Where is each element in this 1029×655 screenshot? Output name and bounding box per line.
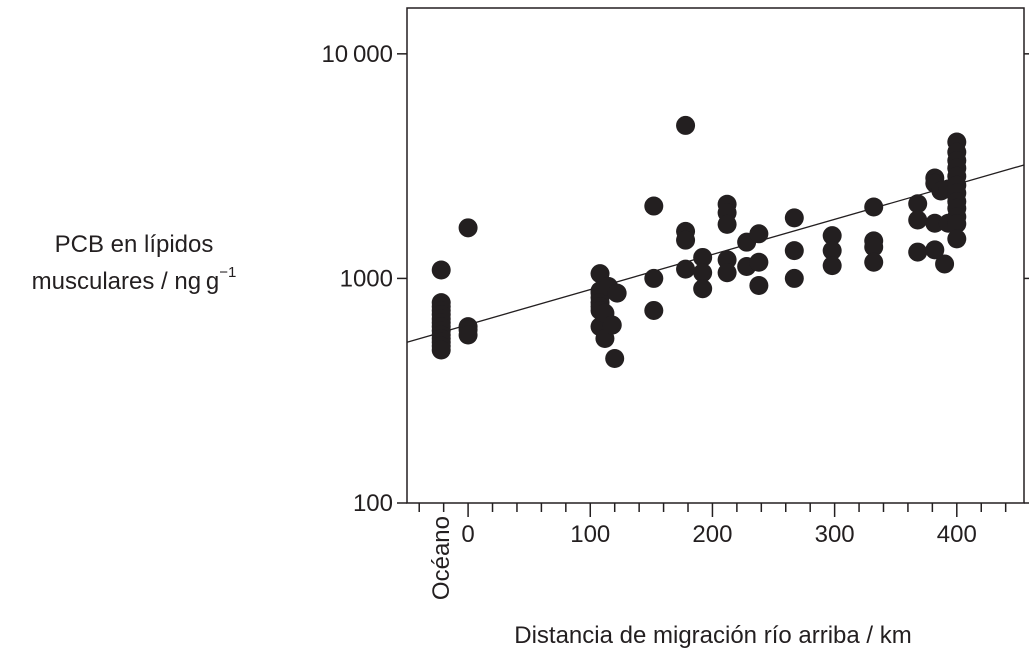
y-axis-label-exponent: −1: [219, 264, 237, 281]
data-point: [864, 197, 884, 217]
data-point: [644, 268, 664, 288]
data-point: [458, 325, 478, 345]
data-point: [908, 194, 928, 214]
data-point: [864, 237, 884, 257]
data-point: [693, 263, 713, 283]
data-point: [644, 300, 664, 320]
data-point: [784, 241, 804, 261]
data-point: [908, 210, 928, 230]
y-tick-label: 1000: [340, 265, 393, 292]
data-point: [784, 208, 804, 228]
x-tick-label: 0: [461, 521, 474, 548]
data-point: [644, 196, 664, 216]
y-tick-label: 10 000: [321, 41, 393, 68]
data-point: [717, 263, 737, 283]
data-point: [749, 275, 769, 295]
data-point: [693, 247, 713, 267]
data-point: [908, 242, 928, 262]
data-point: [605, 348, 625, 368]
data-point: [431, 340, 451, 360]
x-tick-label: 400: [937, 521, 977, 548]
data-point: [431, 260, 451, 280]
x-axis-title: Distancia de migración río arriba / km: [514, 622, 911, 649]
data-point: [864, 252, 884, 272]
y-axis-label-line2: musculares / ng g−1: [0, 261, 268, 297]
data-point: [602, 315, 622, 335]
data-point: [947, 229, 967, 249]
data-point: [947, 214, 967, 234]
x-axis: 0 100 200 300 400: [418, 503, 1007, 548]
y-tick-label: 100: [353, 490, 393, 517]
data-point: [676, 230, 696, 250]
data-point: [693, 279, 713, 299]
data-points: [431, 115, 967, 368]
y-axis: 100 1000 10 000: [321, 41, 1029, 517]
data-point: [925, 240, 945, 260]
plot-border: [406, 7, 1025, 504]
ocean-category-label: Océano: [428, 516, 455, 600]
x-tick-label: 200: [692, 521, 732, 548]
data-point: [458, 218, 478, 238]
trend-line: [406, 164, 1025, 343]
data-point: [925, 213, 945, 233]
x-tick-label: 300: [815, 521, 855, 548]
data-point: [822, 226, 842, 246]
data-point: [676, 259, 696, 279]
plot-frame: [406, 7, 1025, 504]
x-tick-label: 100: [570, 521, 610, 548]
data-point: [749, 252, 769, 272]
y-axis-label-line1: PCB en lípidos: [54, 231, 214, 258]
data-point: [717, 214, 737, 234]
data-point: [749, 224, 769, 244]
trend-line-group: [406, 164, 1025, 343]
data-point: [607, 283, 627, 303]
y-axis-label-unit: musculares / ng g: [31, 268, 220, 295]
data-point: [676, 115, 696, 135]
data-point: [822, 256, 842, 276]
data-point: [822, 241, 842, 261]
data-point: [784, 268, 804, 288]
data-point: [935, 254, 955, 274]
